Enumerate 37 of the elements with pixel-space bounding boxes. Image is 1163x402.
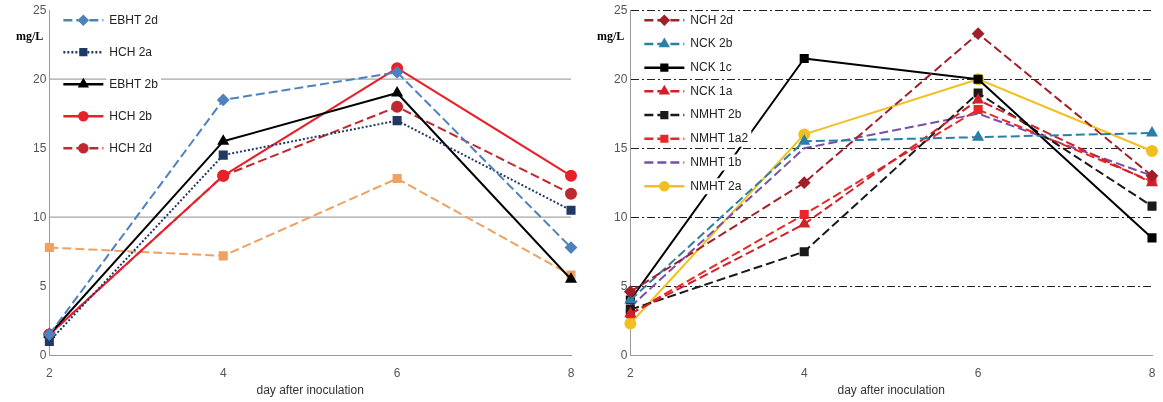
legend-label: HCH 2b	[109, 108, 153, 123]
y-tick-label: 15	[32, 140, 47, 155]
legend-label: NMHT 1b	[690, 154, 742, 169]
x-tick-label: 6	[393, 365, 401, 380]
legend-label: NCK 1c	[690, 59, 732, 74]
x-tick-label: 6	[974, 365, 982, 380]
x-tick-label: 4	[219, 365, 227, 380]
legend-label: NCH 2d	[690, 12, 734, 27]
legend-label: NCK 1a	[690, 83, 733, 98]
legend-label: NMHT 1a2	[690, 131, 749, 146]
y-tick-label: 20	[613, 71, 628, 86]
x-axis-title: day after inoculation	[837, 383, 945, 398]
y-tick-label: 20	[32, 71, 47, 86]
y-tick-label: 15	[613, 140, 628, 155]
legend-label: EBHT 2b	[109, 76, 159, 91]
x-tick-label: 2	[46, 365, 53, 380]
legend-label: NMHT 2b	[690, 107, 742, 122]
y-tick-label: 25	[613, 2, 628, 17]
y-axis-title: mg/L	[597, 29, 625, 44]
x-tick-label: 8	[567, 365, 575, 380]
y-tick-label: 0	[39, 347, 47, 362]
y-tick-label: 0	[620, 347, 628, 362]
y-tick-label: 10	[32, 209, 47, 224]
legend-label: EBHT 2d	[109, 12, 158, 27]
x-axis-title: day after inoculation	[256, 383, 364, 398]
y-tick-label: 25	[32, 2, 47, 17]
x-tick-label: 2	[627, 365, 634, 380]
y-tick-label: 10	[613, 209, 628, 224]
legend-label: HCH 2d	[109, 140, 153, 155]
legend-label: HCH 2a	[109, 44, 153, 59]
y-tick-label: 5	[620, 278, 628, 293]
x-tick-label: 8	[1148, 365, 1156, 380]
legend-label: NCK 2b	[690, 36, 733, 51]
legend-label: NMHT 2a	[690, 178, 742, 193]
x-tick-label: 4	[800, 365, 808, 380]
y-axis-title: mg/L	[16, 29, 44, 44]
y-tick-label: 5	[39, 278, 47, 293]
